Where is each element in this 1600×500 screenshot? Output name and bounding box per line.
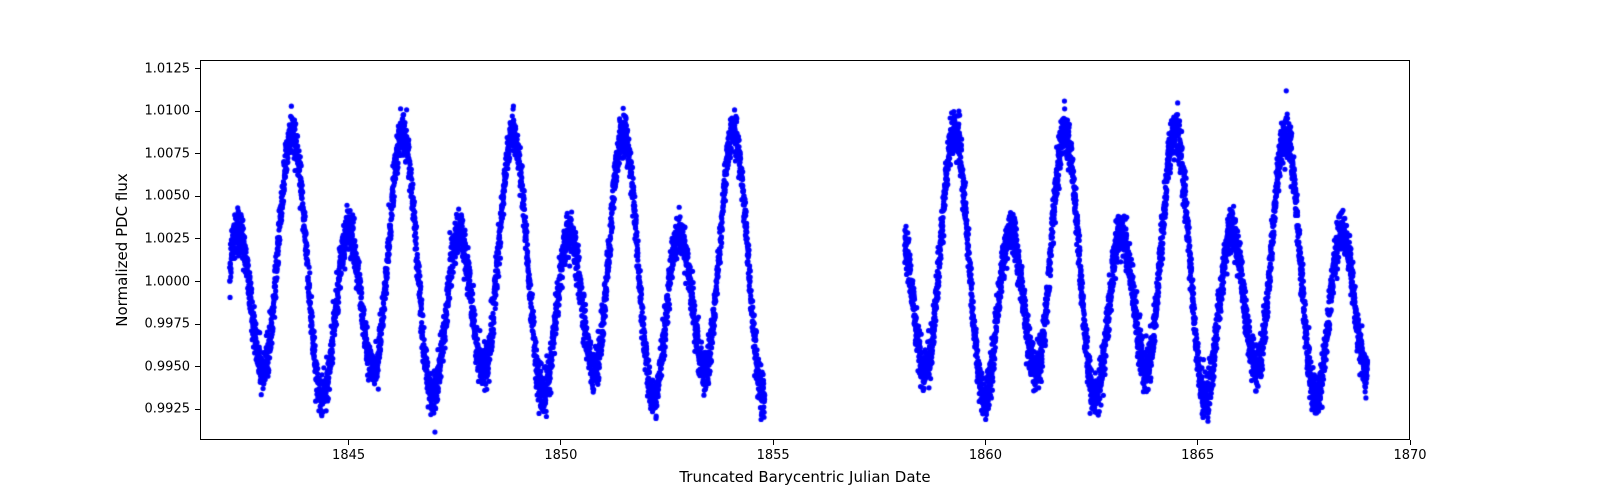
x-tick-mark xyxy=(1197,440,1198,445)
axis-spine-top xyxy=(200,60,1410,61)
y-tick-label: 0.9925 xyxy=(145,402,191,417)
y-tick-label: 1.0075 xyxy=(145,146,191,161)
y-tick-mark xyxy=(195,153,200,154)
y-tick-label: 1.0100 xyxy=(145,104,191,119)
x-tick-label: 1870 xyxy=(1393,448,1426,463)
y-tick-mark xyxy=(195,281,200,282)
axis-spine-left xyxy=(200,60,201,440)
x-tick-label: 1855 xyxy=(757,448,790,463)
axis-spine-right xyxy=(1409,60,1410,440)
plot-axes xyxy=(200,60,1410,440)
y-tick-mark xyxy=(195,409,200,410)
y-tick-mark xyxy=(195,111,200,112)
axis-spine-bottom xyxy=(200,439,1410,440)
x-tick-label: 1850 xyxy=(544,448,577,463)
y-tick-label: 0.9950 xyxy=(145,359,191,374)
y-tick-mark xyxy=(195,324,200,325)
y-tick-mark xyxy=(195,68,200,69)
scatter-canvas xyxy=(200,60,1410,440)
y-tick-label: 1.0050 xyxy=(145,189,191,204)
figure: Truncated Barycentric Julian Date Normal… xyxy=(0,0,1600,500)
y-tick-label: 1.0000 xyxy=(145,274,191,289)
y-tick-label: 1.0025 xyxy=(145,231,191,246)
x-tick-mark xyxy=(560,440,561,445)
x-axis-label: Truncated Barycentric Julian Date xyxy=(679,468,930,486)
y-axis-label: Normalized PDC flux xyxy=(113,173,131,327)
y-tick-label: 1.0125 xyxy=(145,61,191,76)
x-tick-mark xyxy=(773,440,774,445)
x-tick-mark xyxy=(1410,440,1411,445)
x-tick-label: 1845 xyxy=(332,448,365,463)
y-tick-mark xyxy=(195,238,200,239)
x-tick-label: 1860 xyxy=(969,448,1002,463)
x-tick-label: 1865 xyxy=(1181,448,1214,463)
y-tick-mark xyxy=(195,196,200,197)
y-tick-label: 0.9975 xyxy=(145,317,191,332)
y-tick-mark xyxy=(195,366,200,367)
x-tick-mark xyxy=(348,440,349,445)
x-tick-mark xyxy=(985,440,986,445)
